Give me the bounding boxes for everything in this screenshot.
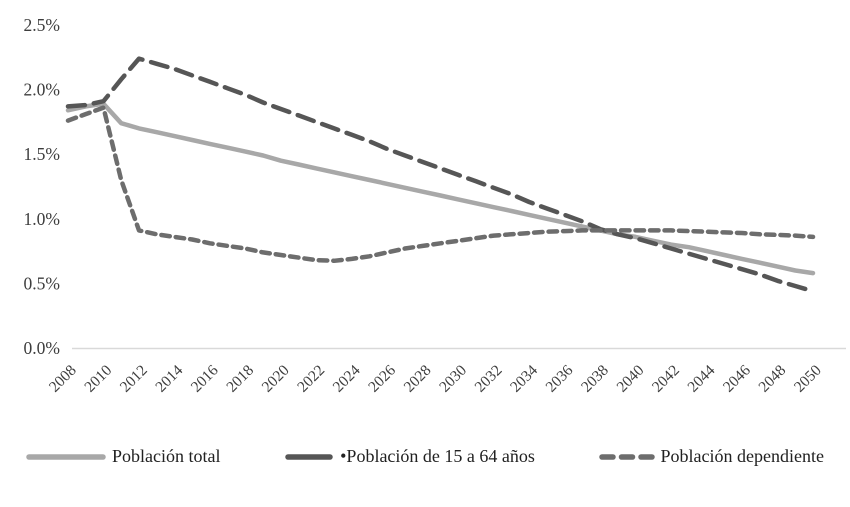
x-axis-tick-label: 2040 [614,362,648,396]
x-axis-tick-label: 2036 [543,362,577,396]
chart-legend: Población total •Población de 15 a 64 añ… [0,446,850,467]
series-line-1 [65,56,816,294]
x-axis-tick-label: 2024 [330,362,364,396]
x-axis-tick-label: 2016 [188,362,222,396]
legend-label-poblacion-total: Población total [112,446,221,466]
x-axis-tick-label: 2032 [472,362,506,396]
x-axis-tick-label: 2008 [46,362,80,396]
x-axis-tick-label: 2022 [294,362,328,396]
x-axis-tick-label: 2046 [720,362,754,396]
x-axis-tick-label: 2026 [365,362,399,396]
plot-area: 0.0% 0.5% 1.0% 1.5% 2.0% 2.5% 2008 2010 2012 2014… [24,15,846,396]
y-axis-tick-label: 1.0% [24,209,60,229]
legend-swatch-solid-line-icon [26,453,106,460]
x-axis-tick-label: 2042 [649,362,683,396]
y-axis-tick-label: 2.5% [24,15,60,35]
x-axis-tick-label: 2034 [507,362,541,396]
legend-item-poblacion-total: Población total [26,446,220,467]
x-axis-tick-label: 2028 [401,362,435,396]
y-axis-tick-label: 1.5% [24,144,60,164]
legend-label-poblacion-dependiente: Población dependiente [660,446,824,466]
y-axis-tick-label: 2.0% [24,80,60,100]
legend-label-poblacion-15-64: •Población de 15 a 64 años [340,446,535,466]
legend-swatch-short-dash-icon [598,453,655,460]
x-axis-tick-label: 2048 [755,362,789,396]
y-axis-tick-label: 0.5% [24,273,60,293]
legend-item-poblacion-15-64: •Población de 15 a 64 años [284,446,535,467]
x-axis-tick-label: 2020 [259,362,293,396]
legend-swatch-long-dash-icon [285,453,333,460]
x-axis-tick-label: 2044 [684,362,718,396]
series-line-0 [65,101,816,276]
x-axis-tick-label: 2030 [436,362,470,396]
x-axis-tick-label: 2012 [117,362,151,396]
x-axis-tick-label: 2038 [578,362,612,396]
series-line-2 [65,105,816,264]
y-axis-tick-label: 0.0% [24,338,60,358]
x-axis-tick-label: 2018 [223,362,257,396]
x-axis-tick-label: 2014 [152,362,186,396]
legend-item-poblacion-dependiente: Población dependiente [598,446,824,467]
x-axis-tick-label: 2050 [791,362,825,396]
x-axis-tick-label: 2010 [81,362,115,396]
